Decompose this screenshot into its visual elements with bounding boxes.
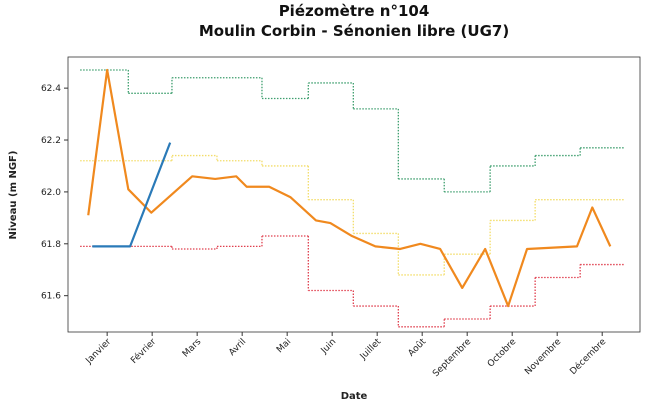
x-tick-label: Janvier (84, 337, 114, 367)
y-tick-label: 62.0 (41, 188, 61, 198)
data-line (87, 68, 612, 308)
chart-title: Piézomètre n°104 (279, 2, 430, 20)
x-tick-label: Décembre (568, 336, 609, 377)
y-tick-label: 62.4 (41, 84, 61, 94)
chart-subtitle: Moulin Corbin - Sénonien libre (UG7) (199, 22, 509, 40)
y-tick-label: 61.8 (41, 240, 61, 250)
x-tick-label: Octobre (486, 337, 519, 370)
data-line (92, 142, 172, 248)
x-tick-label: Mai (275, 337, 293, 355)
x-tick-label: Juin (319, 337, 339, 357)
plot-frame (67, 56, 641, 333)
y-axis-label: Niveau (m NGF) (8, 151, 19, 240)
x-tick-label: Novembre (523, 337, 563, 377)
x-tick-label: Mars (181, 337, 204, 360)
x-axis-label: Date (341, 391, 368, 402)
x-tick-label: Septembre (431, 337, 473, 379)
y-tick-label: 61.6 (41, 292, 61, 302)
x-tick-label: Février (129, 336, 159, 366)
x-tick-label: Avril (227, 337, 248, 358)
x-tick-label: Juillet (358, 337, 384, 363)
x-tick-label: Août (407, 337, 429, 359)
y-tick-label: 62.2 (41, 136, 61, 146)
